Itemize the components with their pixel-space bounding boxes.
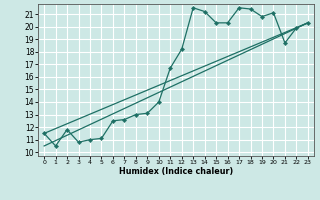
X-axis label: Humidex (Indice chaleur): Humidex (Indice chaleur) bbox=[119, 167, 233, 176]
